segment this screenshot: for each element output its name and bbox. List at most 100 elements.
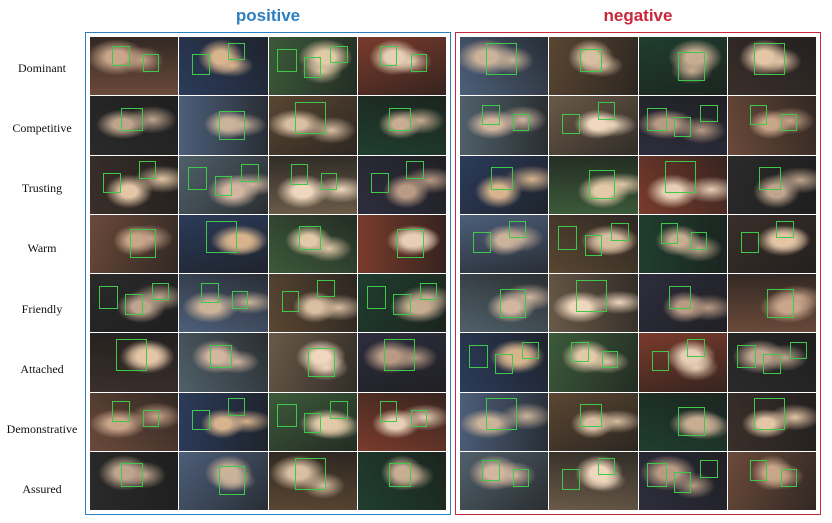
positive-title: positive [235,6,301,25]
face-photo [460,392,549,451]
face-photo [727,155,816,214]
face-photo [460,451,549,510]
negative-image-grid [460,37,816,510]
face-bounding-box [370,172,389,194]
face-photo [727,37,816,96]
face-bounding-box [125,294,143,315]
face-photo [727,392,816,451]
face-bounding-box [410,54,427,72]
face-bounding-box [103,172,121,194]
face-photo [268,451,357,510]
face-bounding-box [678,51,705,81]
positive-panel [85,32,451,515]
face-bounding-box [303,57,322,78]
face-photo [90,392,179,451]
row-label-warm: Warm [27,241,57,256]
face-bounding-box [218,466,246,496]
face-bounding-box [512,113,529,132]
face-photo [549,37,638,96]
face-bounding-box [98,285,119,309]
face-bounding-box [486,42,518,75]
face-bounding-box [214,175,233,197]
face-bounding-box [749,104,768,126]
face-photo [179,37,268,96]
face-bounding-box [580,48,603,72]
negative-panel [455,32,821,515]
face-photo [268,333,357,392]
face-bounding-box [393,294,411,315]
face-photo [549,451,638,510]
face-bounding-box [700,104,718,123]
face-bounding-box [758,167,781,191]
face-bounding-box [227,398,246,416]
face-photo [179,214,268,273]
face-bounding-box [482,104,500,126]
face-photo [727,451,816,510]
face-bounding-box [277,404,297,428]
face-photo [357,155,446,214]
face-bounding-box [112,45,130,67]
face-bounding-box [678,407,705,437]
positive-image-grid [90,37,446,510]
face-bounding-box [767,288,794,318]
face-photo [638,451,727,510]
row-label-friendly: Friendly [21,301,63,316]
face-bounding-box [673,116,692,137]
face-photo [357,37,446,96]
face-photo [90,451,179,510]
face-bounding-box [580,404,603,428]
face-photo [638,392,727,451]
face-bounding-box [562,113,581,135]
face-bounding-box [218,110,246,140]
face-photo [549,214,638,273]
face-photo [549,392,638,451]
face-photo [90,96,179,155]
face-photo [549,274,638,333]
face-bounding-box [303,412,322,434]
face-bounding-box [736,344,756,369]
face-photo [549,333,638,392]
face-bounding-box [330,45,348,64]
face-bounding-box [120,107,143,132]
face-photo [549,96,638,155]
face-bounding-box [673,472,692,493]
row-label-dominant: Dominant [18,61,66,75]
face-bounding-box [776,220,794,239]
face-bounding-box [241,164,259,182]
face-bounding-box [290,164,309,185]
face-photo [727,96,816,155]
face-bounding-box [205,220,237,253]
face-photo [727,274,816,333]
row-labels: Dominant Competitive Trusting Warm Frien… [0,38,84,519]
face-photo [268,392,357,451]
face-bounding-box [384,339,416,372]
face-bounding-box [647,463,667,487]
face-photo [357,392,446,451]
face-photo [90,214,179,273]
face-bounding-box [669,285,692,309]
face-bounding-box [120,463,143,487]
face-photo [179,96,268,155]
face-bounding-box [482,460,500,481]
face-bounding-box [151,282,170,301]
row-label-demonstrative: Demonstrative [6,421,78,436]
face-photo [638,155,727,214]
face-bounding-box [277,48,297,72]
face-photo [179,451,268,510]
face-bounding-box [611,223,629,241]
face-photo [460,37,549,96]
face-photo [268,96,357,155]
row-label-competitive: Competitive [12,121,72,136]
face-photo [268,155,357,214]
face-photo [357,333,446,392]
face-bounding-box [486,398,518,431]
face-photo [638,274,727,333]
face-bounding-box [588,170,616,200]
face-bounding-box [495,353,513,374]
face-bounding-box [468,344,489,369]
face-bounding-box [410,409,427,428]
face-bounding-box [138,161,157,179]
face-bounding-box [397,229,424,259]
face-photo [638,333,727,392]
face-bounding-box [789,341,808,360]
